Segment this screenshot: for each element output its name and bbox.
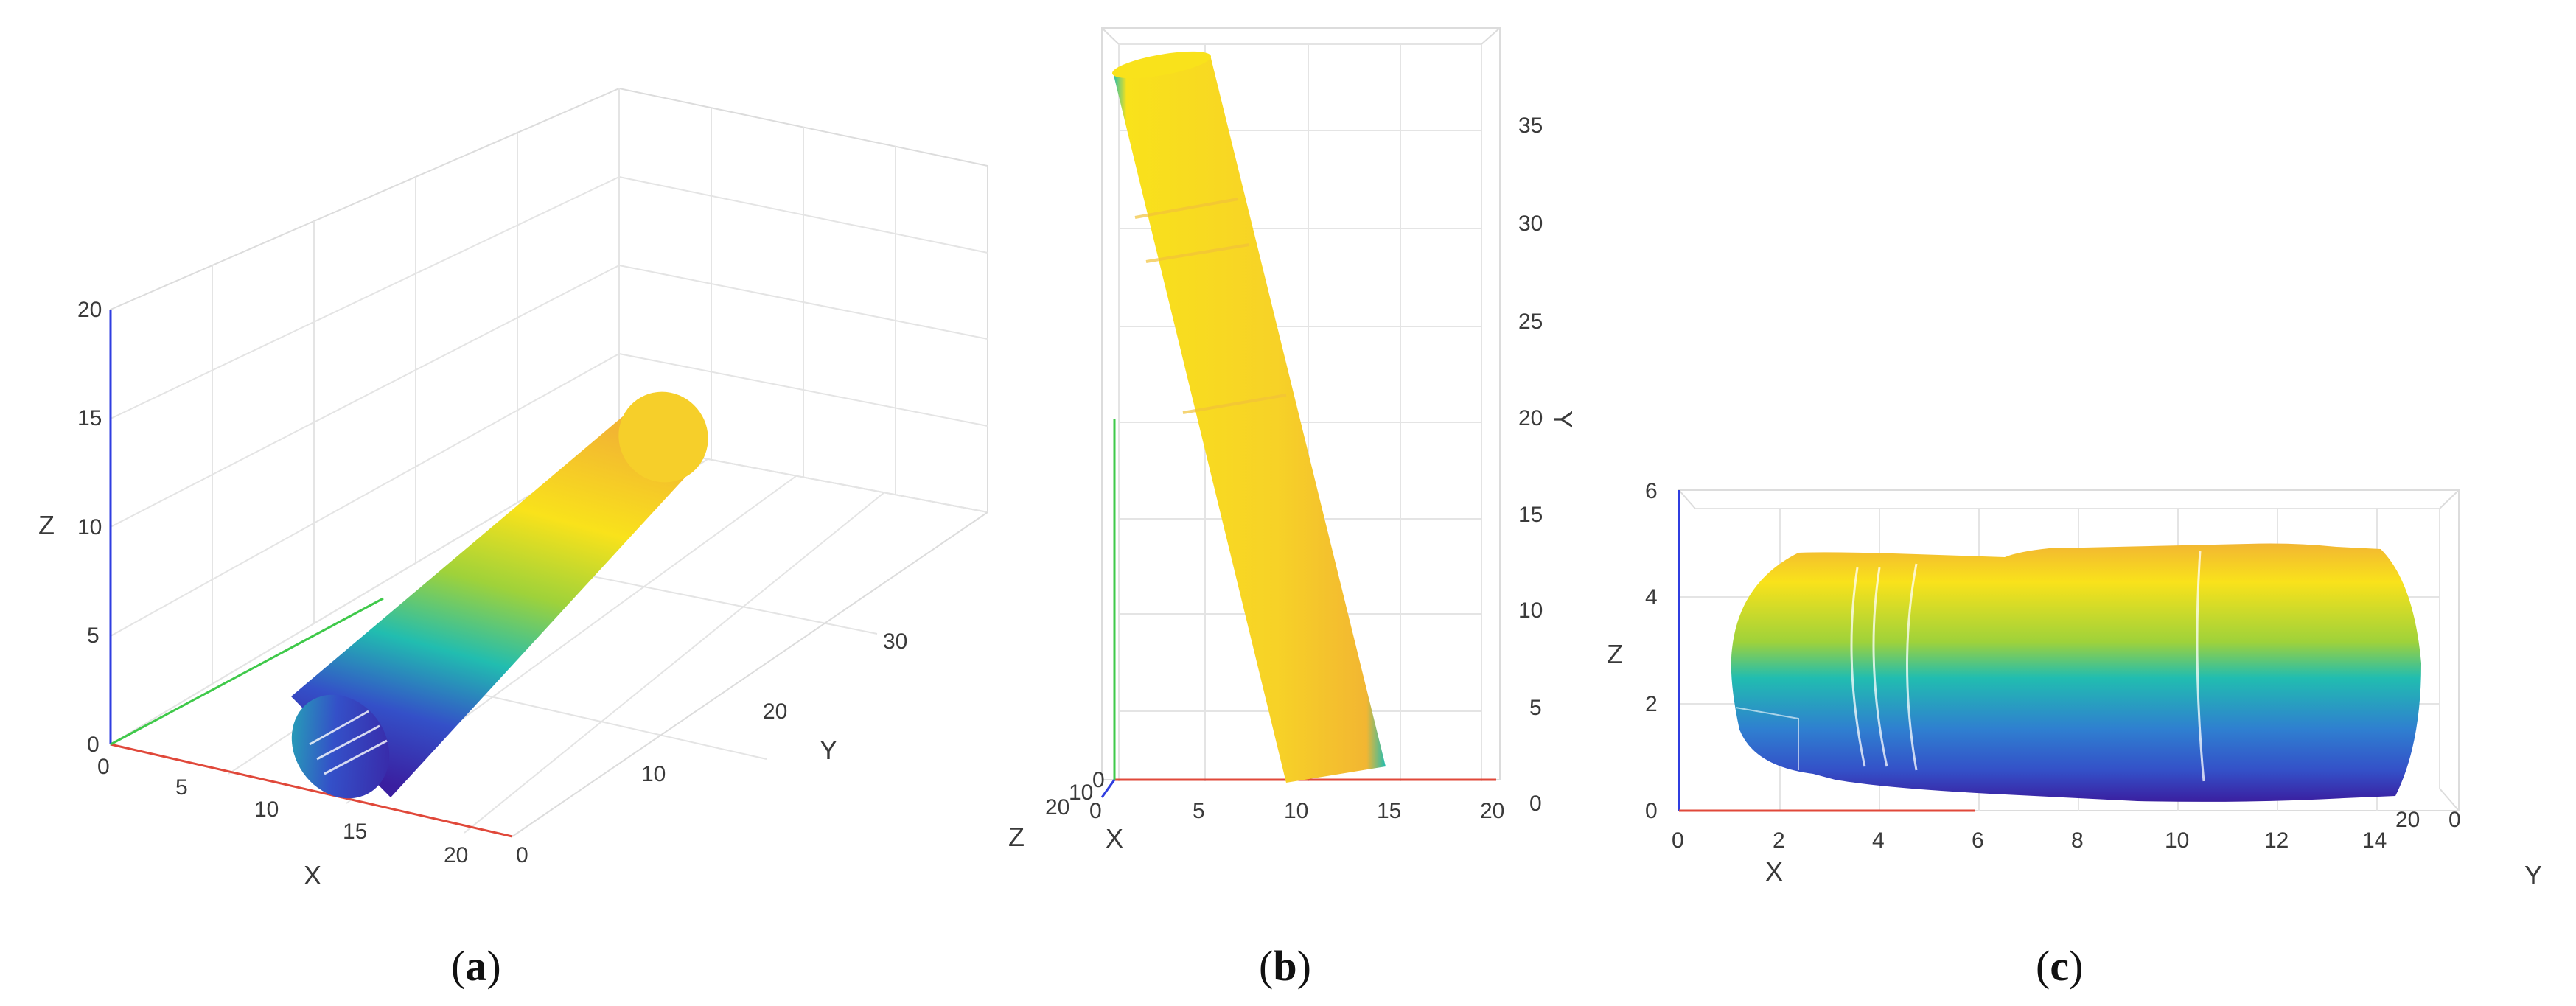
panel-c-cylinder bbox=[1731, 543, 2421, 802]
panel-b-zlabel: Z bbox=[1008, 822, 1025, 852]
panel-a-ztick: 10 bbox=[77, 515, 102, 539]
panel-a-zlabel: Z bbox=[38, 510, 55, 540]
panel-c-ztick: 0 bbox=[1645, 799, 1658, 823]
panel-c-ztick: 6 bbox=[1645, 479, 1658, 503]
panel-a-xlabel: X bbox=[304, 860, 321, 890]
panel-b-ytick: 35 bbox=[1518, 113, 1543, 138]
panel-a-gridlines bbox=[110, 87, 988, 834]
panel-c-ytick: 6 bbox=[1972, 828, 1984, 853]
panel-c-ytick: 10 bbox=[2165, 828, 2189, 853]
panel-b-ytick: 5 bbox=[1529, 696, 1542, 720]
panel-a-ztick: 20 bbox=[77, 298, 102, 322]
panel-b-ytick: 30 bbox=[1518, 212, 1543, 236]
panel-b-xlabel: X bbox=[1106, 823, 1123, 853]
panel-a-cylinder bbox=[291, 391, 708, 799]
panel-a-x-axis-line bbox=[110, 743, 513, 838]
panel-c-xtick: 20 bbox=[2395, 808, 2420, 832]
panel-b-ytick: 15 bbox=[1518, 503, 1543, 527]
panel-b-xtick: 0 bbox=[1089, 799, 1102, 823]
panel-b-xtick: 15 bbox=[1377, 799, 1401, 823]
panel-b-ylabel: Y bbox=[1548, 411, 1578, 428]
panel-b: 35 30 25 20 15 10 5 0 Y 0 5 10 15 20 X 0… bbox=[1008, 27, 1578, 853]
panel-c-zlabel: Z bbox=[1607, 639, 1623, 669]
panel-c-xtick: 0 bbox=[2448, 808, 2461, 832]
panel-c-ytick: 4 bbox=[1872, 828, 1885, 853]
panel-a-ytick: 0 bbox=[516, 843, 528, 867]
panel-a-ztick: 0 bbox=[87, 733, 100, 757]
caption-a: (a) bbox=[451, 942, 501, 990]
panel-b-cylinder bbox=[1111, 51, 1386, 783]
panel-c-ztick: 4 bbox=[1645, 585, 1658, 609]
panel-a-xtick: 15 bbox=[343, 820, 367, 844]
panel-b-ytick: 0 bbox=[1529, 792, 1542, 816]
panel-b-z-axis-line bbox=[1100, 779, 1116, 798]
panel-c-ytick: 0 bbox=[1672, 828, 1684, 853]
panel-a-ylabel: Y bbox=[820, 735, 837, 765]
panel-b-xtick: 20 bbox=[1480, 799, 1504, 823]
panel-c-xlabel: X bbox=[1765, 856, 1783, 887]
panel-a-ztick: 15 bbox=[77, 406, 102, 430]
panel-c-ytick: 12 bbox=[2264, 828, 2289, 853]
panel-c-ytick: 8 bbox=[2071, 828, 2084, 853]
panel-a-back-box bbox=[110, 87, 988, 746]
caption-b: (b) bbox=[1259, 942, 1311, 990]
panel-a-xtick: 10 bbox=[254, 797, 279, 822]
panel-a-xtick: 0 bbox=[97, 755, 110, 779]
panel-c-ytick: 2 bbox=[1773, 828, 1785, 853]
panel-b-xtick: 10 bbox=[1284, 799, 1308, 823]
panel-c-ytick: 14 bbox=[2362, 828, 2387, 853]
panel-c-ylabel: Y bbox=[2524, 860, 2542, 890]
panel-a-ytick: 30 bbox=[883, 629, 907, 654]
panel-a-ytick: 20 bbox=[763, 699, 787, 724]
panel-b-ytick: 20 bbox=[1518, 406, 1543, 430]
panel-a: 20 15 10 5 0 Z 0 5 10 15 20 X 0 10 20 30… bbox=[38, 87, 988, 890]
panel-b-ztick: 0 bbox=[1092, 768, 1105, 792]
panel-a-ztick: 5 bbox=[87, 623, 100, 648]
panel-a-xtick: 5 bbox=[175, 775, 188, 800]
panel-b-xtick: 5 bbox=[1193, 799, 1205, 823]
panel-a-xtick: 20 bbox=[444, 843, 468, 867]
panel-b-ztick: 10 bbox=[1069, 780, 1093, 805]
panel-b-ytick: 25 bbox=[1518, 310, 1543, 334]
panel-a-y-axis-line bbox=[110, 597, 384, 746]
panel-a-ytick: 10 bbox=[641, 762, 666, 786]
panel-c: 6 4 2 0 Z 0 2 4 6 8 10 12 14 Y 0 20 X bbox=[1607, 479, 2542, 890]
caption-c: (c) bbox=[2036, 942, 2083, 990]
panel-b-ztick: 20 bbox=[1045, 795, 1069, 820]
panel-c-ztick: 2 bbox=[1645, 692, 1658, 716]
panel-b-ytick: 10 bbox=[1518, 598, 1543, 623]
